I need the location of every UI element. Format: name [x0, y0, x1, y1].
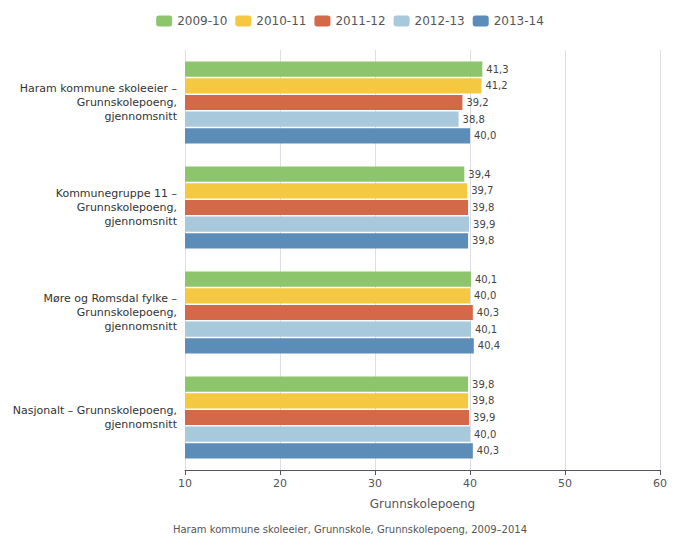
svg-text:gjennomsnitt: gjennomsnitt — [104, 418, 177, 431]
svg-text:Grunnskolepoeng,: Grunnskolepoeng, — [77, 96, 177, 109]
svg-text:Haram kommune skoleeier –: Haram kommune skoleeier – — [20, 82, 177, 95]
svg-text:2010-11: 2010-11 — [256, 14, 306, 28]
svg-text:2012-13: 2012-13 — [415, 14, 465, 28]
svg-text:Grunnskolepoeng: Grunnskolepoeng — [370, 497, 475, 511]
svg-text:39,9: 39,9 — [473, 412, 495, 423]
svg-text:Kommunegruppe 11 –: Kommunegruppe 11 – — [56, 187, 177, 200]
svg-text:Nasjonalt – Grunnskolepoeng,: Nasjonalt – Grunnskolepoeng, — [13, 404, 177, 417]
svg-text:39,2: 39,2 — [466, 97, 488, 108]
svg-text:40,4: 40,4 — [478, 340, 500, 351]
svg-text:Grunnskolepoeng,: Grunnskolepoeng, — [77, 306, 177, 319]
svg-text:40,1: 40,1 — [475, 274, 497, 285]
svg-text:Grunnskolepoeng,: Grunnskolepoeng, — [77, 201, 177, 214]
svg-text:40,0: 40,0 — [474, 130, 496, 141]
svg-text:38,8: 38,8 — [463, 114, 485, 125]
svg-text:40: 40 — [463, 477, 477, 490]
svg-text:39,8: 39,8 — [472, 235, 494, 246]
svg-text:41,3: 41,3 — [486, 64, 508, 75]
svg-text:Møre og Romsdal fylke –: Møre og Romsdal fylke – — [43, 292, 177, 305]
svg-text:39,7: 39,7 — [471, 185, 493, 196]
svg-text:2011-12: 2011-12 — [335, 14, 385, 28]
svg-text:50: 50 — [558, 477, 572, 490]
svg-text:gjennomsnitt: gjennomsnitt — [104, 215, 177, 228]
svg-text:30: 30 — [368, 477, 382, 490]
svg-text:40,3: 40,3 — [477, 445, 499, 456]
svg-text:41,2: 41,2 — [485, 80, 507, 91]
svg-text:39,8: 39,8 — [472, 202, 494, 213]
svg-text:2009-10: 2009-10 — [177, 14, 227, 28]
svg-text:40,1: 40,1 — [475, 324, 497, 335]
svg-text:40,0: 40,0 — [474, 290, 496, 301]
svg-text:39,9: 39,9 — [473, 219, 495, 230]
svg-text:39,8: 39,8 — [472, 395, 494, 406]
svg-text:Haram kommune skoleeier, Grunn: Haram kommune skoleeier, Grunnskole, Gru… — [173, 524, 527, 535]
svg-text:39,4: 39,4 — [468, 169, 490, 180]
svg-text:gjennomsnitt: gjennomsnitt — [104, 320, 177, 333]
svg-text:2013-14: 2013-14 — [494, 14, 544, 28]
svg-text:60: 60 — [653, 477, 667, 490]
svg-text:40,3: 40,3 — [477, 307, 499, 318]
svg-text:10: 10 — [178, 477, 192, 490]
svg-text:39,8: 39,8 — [472, 379, 494, 390]
svg-text:40,0: 40,0 — [474, 429, 496, 440]
svg-text:20: 20 — [273, 477, 287, 490]
svg-text:gjennomsnitt: gjennomsnitt — [104, 110, 177, 123]
